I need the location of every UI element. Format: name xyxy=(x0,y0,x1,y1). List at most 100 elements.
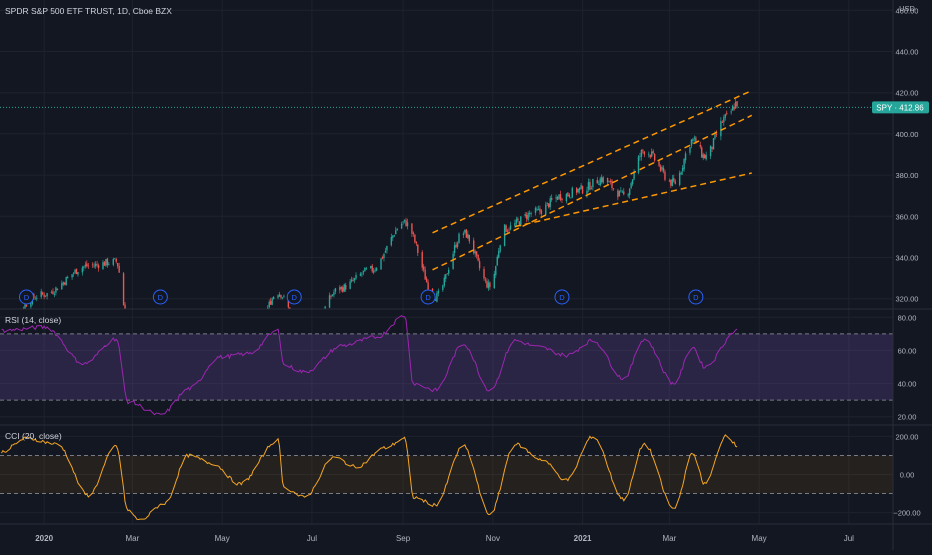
candle[interactable] xyxy=(578,187,581,194)
candle[interactable] xyxy=(730,108,732,115)
candle[interactable] xyxy=(668,178,671,183)
chart-title[interactable]: SPDR S&P 500 ETF TRUST, 1D, Cboe BZX xyxy=(5,6,172,16)
candle[interactable] xyxy=(412,231,415,237)
candle[interactable] xyxy=(486,278,488,289)
candle[interactable] xyxy=(711,146,713,152)
candle[interactable] xyxy=(34,296,37,300)
candle[interactable] xyxy=(606,177,609,185)
candle[interactable] xyxy=(392,235,394,241)
candle[interactable] xyxy=(56,288,59,291)
candle[interactable] xyxy=(540,209,543,217)
candle[interactable] xyxy=(524,212,526,218)
candle[interactable] xyxy=(455,241,457,249)
candle[interactable] xyxy=(478,258,481,271)
rsi-title[interactable]: RSI (14, close) xyxy=(5,315,61,325)
candle[interactable] xyxy=(548,203,550,209)
candle[interactable] xyxy=(546,202,548,207)
cci-title[interactable]: CCI (20, close) xyxy=(5,431,62,441)
candle[interactable] xyxy=(661,165,663,172)
candle[interactable] xyxy=(93,262,95,269)
candle[interactable] xyxy=(587,178,590,193)
candle[interactable] xyxy=(36,295,38,302)
trend-line[interactable] xyxy=(432,114,753,271)
candle[interactable] xyxy=(534,206,537,216)
candle[interactable] xyxy=(390,233,393,247)
candle[interactable] xyxy=(331,294,334,297)
candle[interactable] xyxy=(55,286,57,296)
candle[interactable] xyxy=(601,174,603,184)
candle[interactable] xyxy=(91,262,94,268)
candle[interactable] xyxy=(473,237,475,255)
candle[interactable] xyxy=(596,176,598,184)
candle[interactable] xyxy=(702,152,704,161)
candle[interactable] xyxy=(411,223,413,238)
candle[interactable] xyxy=(118,262,120,273)
trend-lines[interactable] xyxy=(432,89,753,271)
candle[interactable] xyxy=(477,254,479,262)
candle[interactable] xyxy=(268,299,270,309)
candle[interactable] xyxy=(102,259,104,270)
candle[interactable] xyxy=(384,247,387,254)
candle[interactable] xyxy=(83,265,85,271)
candle[interactable] xyxy=(340,286,343,292)
candle[interactable] xyxy=(705,151,707,161)
candle[interactable] xyxy=(715,130,718,138)
candle[interactable] xyxy=(105,258,107,268)
candle[interactable] xyxy=(333,289,335,298)
candle[interactable] xyxy=(631,178,634,187)
candle[interactable] xyxy=(689,146,691,156)
candle[interactable] xyxy=(495,265,497,279)
candle[interactable] xyxy=(425,276,428,283)
candle[interactable] xyxy=(403,219,406,224)
candle[interactable] xyxy=(630,181,632,190)
candle[interactable] xyxy=(723,114,725,126)
candle[interactable] xyxy=(609,178,612,185)
candle[interactable] xyxy=(280,294,282,300)
candle[interactable] xyxy=(380,258,382,271)
candle[interactable] xyxy=(422,263,425,273)
candle[interactable] xyxy=(462,231,465,239)
candle[interactable] xyxy=(96,260,98,268)
candle[interactable] xyxy=(515,216,518,226)
candle[interactable] xyxy=(269,297,272,306)
candle[interactable] xyxy=(506,228,509,233)
candle[interactable] xyxy=(116,262,119,269)
candle[interactable] xyxy=(464,229,466,235)
candle[interactable] xyxy=(487,279,490,291)
candle[interactable] xyxy=(381,255,384,260)
candle[interactable] xyxy=(733,103,735,111)
candle[interactable] xyxy=(556,195,559,201)
candle[interactable] xyxy=(567,192,569,198)
candle[interactable] xyxy=(505,224,507,233)
candle[interactable] xyxy=(627,192,629,198)
candle[interactable] xyxy=(639,152,641,161)
candle[interactable] xyxy=(671,174,674,187)
candle[interactable] xyxy=(40,288,42,300)
candle[interactable] xyxy=(372,268,375,275)
candle[interactable] xyxy=(122,272,125,306)
candle[interactable] xyxy=(539,205,541,215)
candle[interactable] xyxy=(527,211,529,222)
candle[interactable] xyxy=(371,263,373,274)
candle[interactable] xyxy=(498,247,500,259)
candle[interactable] xyxy=(74,268,76,275)
candle[interactable] xyxy=(342,285,344,293)
candle[interactable] xyxy=(465,229,468,238)
candle[interactable] xyxy=(353,277,356,284)
candle[interactable] xyxy=(443,274,445,288)
candle[interactable] xyxy=(442,284,444,292)
candle[interactable] xyxy=(395,226,397,235)
candle[interactable] xyxy=(528,210,531,218)
rsi-line-layer[interactable] xyxy=(1,314,738,416)
indicator-line[interactable] xyxy=(1,434,738,521)
candle[interactable] xyxy=(108,261,110,266)
candle[interactable] xyxy=(517,216,519,223)
candle[interactable] xyxy=(503,224,506,247)
candle[interactable] xyxy=(525,212,528,223)
candle[interactable] xyxy=(453,241,456,257)
candle[interactable] xyxy=(496,254,498,266)
candle[interactable] xyxy=(62,281,64,287)
candle[interactable] xyxy=(648,151,650,158)
candle[interactable] xyxy=(53,291,56,298)
